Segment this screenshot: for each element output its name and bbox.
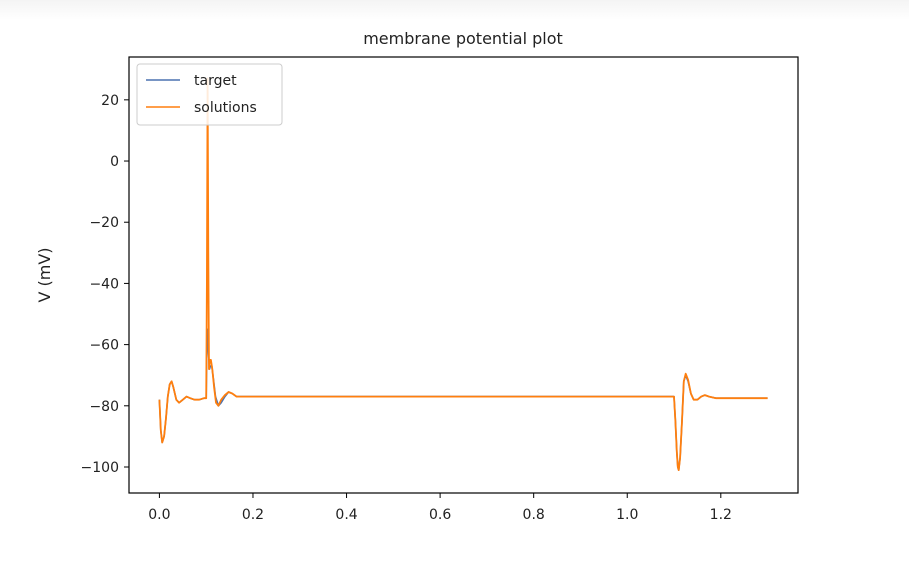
x-tick-label: 0.2 [242, 507, 264, 523]
y-tick-label: −40 [89, 276, 119, 292]
y-axis-label: V (mV) [35, 247, 54, 302]
x-tick-label: 0.0 [148, 507, 170, 523]
y-axis: 20 0 −20 −40 −60 −80 −100 [81, 93, 129, 476]
legend[interactable]: target solutions [136, 63, 283, 126]
series-line-solutions [158, 77, 768, 472]
legend-label-target: target [194, 73, 237, 89]
x-axis: 0.0 0.2 0.4 0.6 0.8 1.0 1.2 [148, 493, 732, 523]
window-top-bar [0, 0, 909, 20]
y-tick-label: −60 [89, 338, 119, 354]
x-tick-label: 0.6 [429, 507, 451, 523]
x-tick-label: 0.4 [335, 507, 357, 523]
legend-label-solutions: solutions [194, 100, 257, 116]
x-tick-label: 0.8 [523, 507, 545, 523]
y-tick-label: −80 [89, 399, 119, 415]
y-tick-label: −20 [89, 215, 119, 231]
x-tick-label: 1.0 [616, 507, 638, 523]
plot-frame [128, 56, 799, 494]
y-tick-label: −100 [81, 460, 119, 476]
chart-title: membrane potential plot [363, 29, 563, 48]
x-tick-label: 1.2 [710, 507, 732, 523]
y-tick-label: 0 [110, 154, 119, 170]
y-tick-label: 20 [101, 93, 119, 109]
series-layer [158, 77, 768, 472]
